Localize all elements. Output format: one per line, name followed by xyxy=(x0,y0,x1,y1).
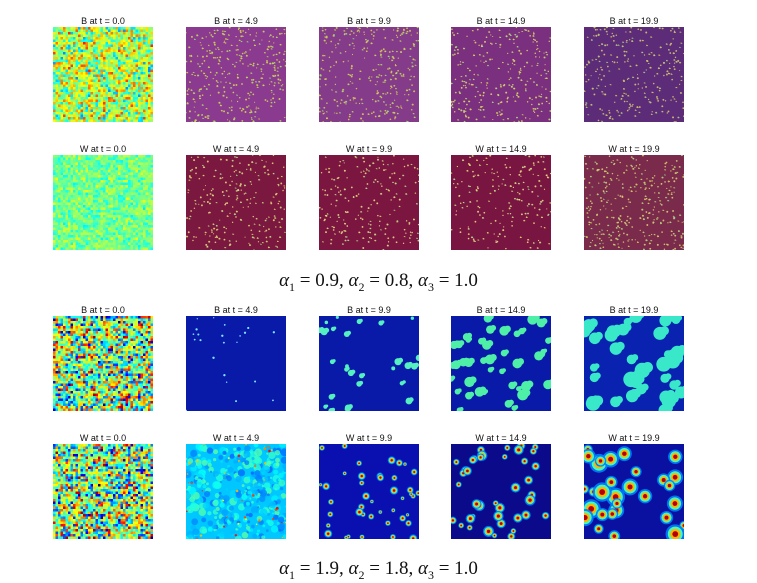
heatmap-panel xyxy=(451,444,551,539)
heatmap-panel xyxy=(186,316,286,411)
panel-title: B at t = 14.9 xyxy=(451,16,551,26)
alpha1-value: 1.9 xyxy=(315,558,339,579)
panel-title: B at t = 0.0 xyxy=(53,305,153,315)
heatmap-panel xyxy=(53,27,153,122)
heatmap-panel xyxy=(584,316,684,411)
panel-title: W at t = 0.0 xyxy=(53,144,153,154)
heatmap-panel xyxy=(186,444,286,539)
panel-title: B at t = 14.9 xyxy=(451,305,551,315)
panel-title: W at t = 14.9 xyxy=(451,433,551,443)
heatmap-panel xyxy=(584,444,684,539)
heatmap-panel xyxy=(53,316,153,411)
heatmap-panel xyxy=(186,155,286,250)
panel-title: B at t = 4.9 xyxy=(186,16,286,26)
panel-title: B at t = 19.9 xyxy=(584,305,684,315)
heatmap-panel xyxy=(451,27,551,122)
parameter-caption: α1 = 1.9, α2 = 1.8, α3 = 1.0 xyxy=(0,558,757,583)
heatmap-panel xyxy=(584,155,684,250)
heatmap-panel xyxy=(53,155,153,250)
heatmap-panel xyxy=(319,444,419,539)
heatmap-panel xyxy=(186,27,286,122)
panel-title: W at t = 4.9 xyxy=(186,433,286,443)
panel-title: B at t = 4.9 xyxy=(186,305,286,315)
heatmap-panel xyxy=(451,316,551,411)
alpha3-value: 1.0 xyxy=(454,558,478,579)
parameter-caption: α1 = 0.9, α2 = 0.8, α3 = 1.0 xyxy=(0,270,757,295)
alpha2-value: 0.8 xyxy=(385,270,409,291)
panel-title: W at t = 19.9 xyxy=(584,144,684,154)
heatmap-panel xyxy=(53,444,153,539)
alpha3-value: 1.0 xyxy=(454,270,478,291)
heatmap-panel xyxy=(319,27,419,122)
panel-title: W at t = 0.0 xyxy=(53,433,153,443)
alpha2-value: 1.8 xyxy=(385,558,409,579)
panel-title: W at t = 4.9 xyxy=(186,144,286,154)
panel-title: B at t = 9.9 xyxy=(319,305,419,315)
alpha1-value: 0.9 xyxy=(315,270,339,291)
heatmap-panel xyxy=(584,27,684,122)
panel-title: B at t = 0.0 xyxy=(53,16,153,26)
panel-title: W at t = 14.9 xyxy=(451,144,551,154)
panel-title: W at t = 9.9 xyxy=(319,144,419,154)
panel-title: B at t = 9.9 xyxy=(319,16,419,26)
panel-title: W at t = 9.9 xyxy=(319,433,419,443)
heatmap-panel xyxy=(451,155,551,250)
heatmap-panel xyxy=(319,316,419,411)
heatmap-panel xyxy=(319,155,419,250)
panel-title: W at t = 19.9 xyxy=(584,433,684,443)
panel-title: B at t = 19.9 xyxy=(584,16,684,26)
